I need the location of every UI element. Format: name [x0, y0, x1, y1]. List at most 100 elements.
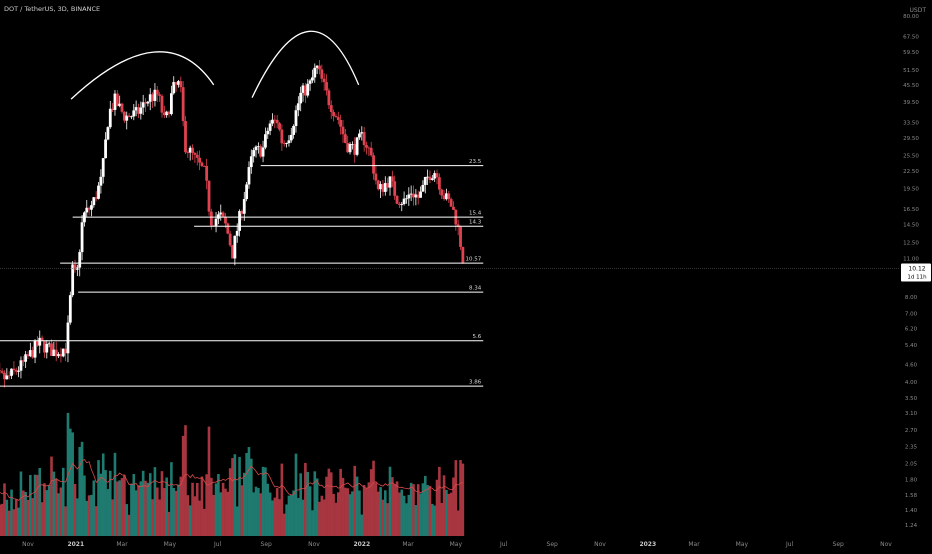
- candle-body: [426, 176, 430, 178]
- candle-body: [395, 195, 399, 204]
- volume-bar: [80, 441, 84, 536]
- candle-body: [320, 69, 324, 79]
- candle-body: [200, 162, 204, 166]
- volume-bar: [188, 505, 192, 536]
- candle-body: [299, 92, 303, 104]
- candle-body: [355, 137, 359, 155]
- candle-body: [87, 207, 91, 210]
- price-badge: [901, 263, 931, 282]
- candle-body: [0, 371, 4, 373]
- volume-bar: [400, 489, 404, 536]
- y-tick-label: 67.50: [903, 35, 919, 41]
- candle-body: [322, 78, 326, 83]
- volume-bar: [148, 473, 152, 536]
- volume-bar: [322, 499, 326, 536]
- levels-layer: 23.5 15.4 14.3 10.57 8.34 5.6 3.86 10.12 1d 11h: [0, 159, 931, 387]
- volume-bar: [106, 489, 110, 536]
- pattern-arc: [251, 30, 360, 98]
- candle-body: [256, 146, 260, 148]
- candle-body: [235, 230, 239, 236]
- candle-body: [59, 354, 63, 357]
- volume-bar: [247, 447, 251, 536]
- candle-body: [198, 157, 201, 163]
- candle-body: [311, 77, 314, 81]
- candle-body: [405, 198, 408, 200]
- volume-bar: [445, 489, 448, 536]
- candle-body: [97, 185, 100, 199]
- x-tick-label: Sep: [261, 541, 273, 548]
- candle-body: [177, 81, 180, 85]
- level-label: 5.6: [472, 334, 481, 340]
- candle-body: [289, 134, 293, 141]
- candle-body: [233, 235, 237, 259]
- volume-bar: [384, 490, 387, 536]
- countdown-label: 1d 11h: [907, 274, 927, 280]
- candle-body: [169, 93, 173, 115]
- candle-body: [390, 176, 394, 182]
- candle-body: [92, 197, 96, 206]
- volume-bar: [165, 477, 168, 536]
- volume-bar: [172, 488, 176, 536]
- candle-body: [12, 368, 16, 371]
- candle-body: [184, 121, 187, 153]
- volume-bar: [233, 454, 237, 536]
- volume-bar: [167, 511, 171, 536]
- candle-body: [167, 111, 171, 115]
- volume-bar: [381, 499, 385, 536]
- volume-bar: [313, 471, 317, 536]
- candle-body: [85, 207, 89, 213]
- y-tick-label: 29.50: [903, 136, 919, 142]
- candle-body: [343, 134, 347, 143]
- candle-body: [108, 108, 112, 128]
- volume-bar: [193, 496, 197, 536]
- candle-body: [440, 189, 444, 196]
- volume-bar: [71, 432, 74, 536]
- candle-body: [348, 143, 352, 153]
- volume-bar: [306, 471, 310, 536]
- x-axis: Nov 2021 Mar May Jul Sep Nov 2022 Mar May Jul Sep No…: [22, 541, 892, 548]
- volume-bar: [21, 490, 25, 536]
- candle-body: [90, 205, 93, 210]
- candle-body: [45, 344, 49, 353]
- volume-bar: [123, 474, 126, 536]
- volume-bar: [40, 502, 44, 536]
- candle-body: [61, 348, 65, 357]
- volume-bar: [3, 483, 6, 536]
- y-tick-label: 14.50: [903, 223, 919, 229]
- volume-bar: [7, 510, 11, 536]
- x-tick-label: Mar: [116, 541, 128, 548]
- volume-bar: [341, 477, 345, 536]
- candle-body: [369, 147, 373, 156]
- volume-bar: [374, 482, 378, 536]
- volume-bar: [78, 446, 82, 536]
- volume-bar: [285, 504, 288, 536]
- candle-body: [179, 81, 183, 88]
- candle-body: [280, 129, 284, 144]
- y-tick-label: 12.50: [903, 241, 919, 247]
- candle-body: [296, 103, 300, 111]
- x-tick-label: 2021: [67, 541, 84, 548]
- volume-bar: [210, 477, 213, 536]
- candle-body: [73, 264, 77, 270]
- volume-bar: [214, 483, 218, 536]
- volume-bar: [224, 488, 227, 536]
- volume-bar: [334, 502, 338, 536]
- volume-bar: [398, 492, 401, 536]
- volume-bar: [426, 485, 429, 536]
- volume-bar: [428, 485, 432, 536]
- candle-body: [292, 126, 296, 135]
- candle-body: [381, 184, 385, 192]
- volume-bar: [217, 473, 220, 536]
- x-tick-label: Mar: [402, 541, 414, 548]
- y-tick-label: 7.00: [905, 311, 918, 317]
- candle-body: [118, 103, 122, 106]
- candle-body: [261, 147, 265, 157]
- x-tick-label: Sep: [833, 541, 845, 548]
- candle-body: [268, 123, 272, 131]
- candle-body: [242, 199, 246, 214]
- volume-bar: [423, 475, 427, 536]
- volume-bar: [292, 490, 295, 536]
- volume-bar: [144, 480, 147, 536]
- volume-layer: [0, 412, 465, 536]
